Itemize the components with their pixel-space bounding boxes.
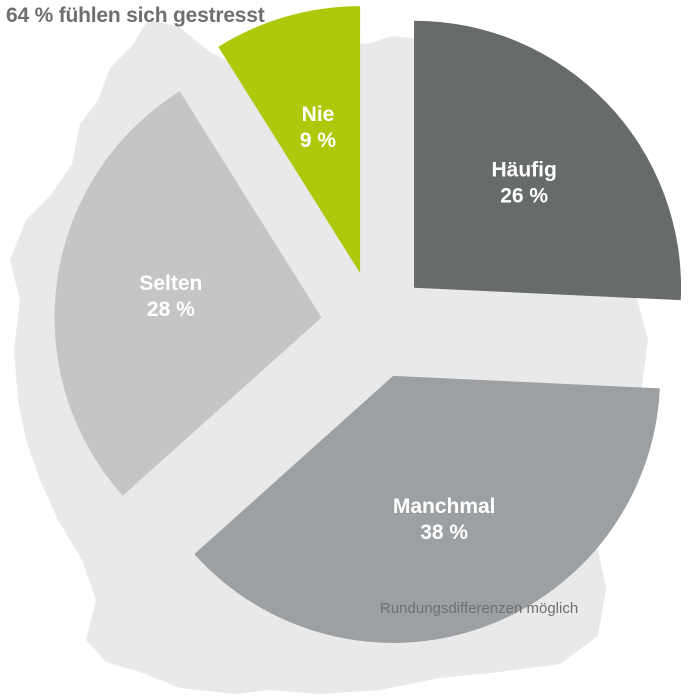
slice-value-manchmal: 38 % xyxy=(420,521,468,544)
slice-label-manchmal: Manchmal 38 % xyxy=(393,495,496,544)
slice-value-nie: 9 % xyxy=(300,129,337,152)
chart-title: 64 % fühlen sich gestresst xyxy=(6,4,265,27)
slice-label-häufig: Häufig 26 % xyxy=(491,159,556,208)
pie-slice-häufig xyxy=(414,20,682,301)
slice-value-häufig: 26 % xyxy=(500,185,548,208)
slice-category-manchmal: Manchmal xyxy=(393,495,496,518)
slice-value-selten: 28 % xyxy=(147,298,195,321)
slice-label-nie: Nie 9 % xyxy=(300,103,337,152)
slice-category-selten: Selten xyxy=(139,272,202,295)
pie-slice-nie xyxy=(218,6,361,274)
pie-slice-manchmal xyxy=(194,375,660,643)
slice-category-häufig: Häufig xyxy=(491,159,556,182)
slice-label-selten: Selten 28 % xyxy=(139,272,202,321)
pie-slice-selten xyxy=(54,91,322,496)
rounding-note: Rundungsdifferenzen möglich xyxy=(380,600,579,617)
slice-category-nie: Nie xyxy=(302,103,335,126)
